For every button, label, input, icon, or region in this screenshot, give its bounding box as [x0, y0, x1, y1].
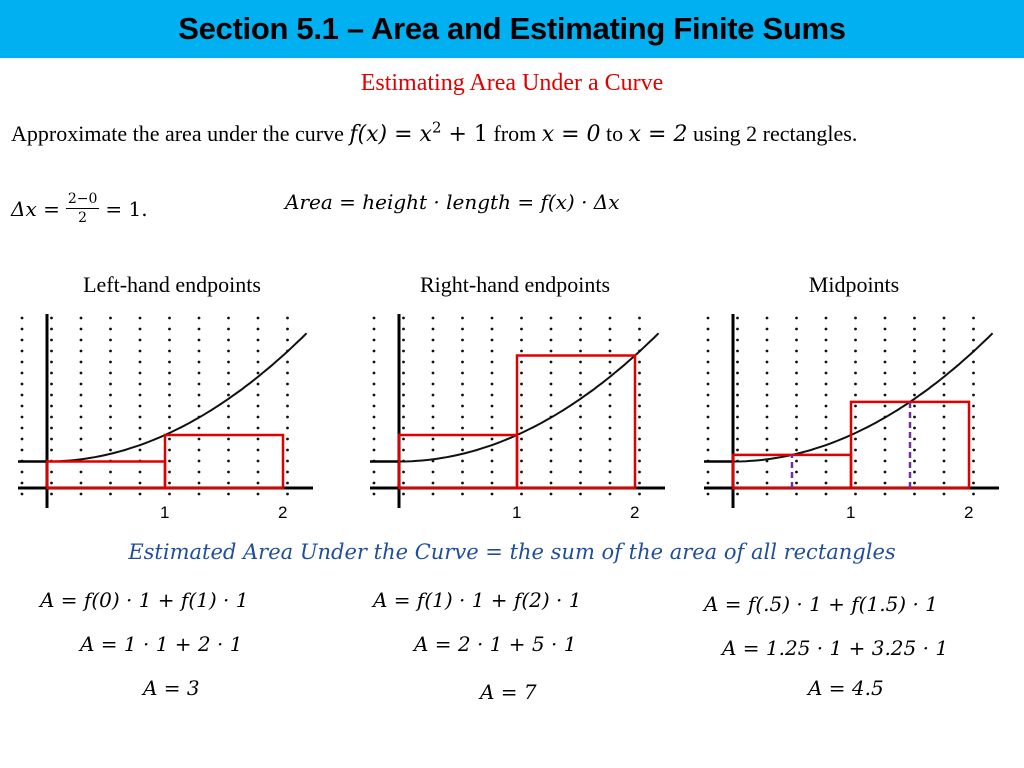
problem-text-start: Approximate the area under the curve: [11, 121, 350, 146]
tick-label-1: 1: [512, 503, 521, 522]
function-lhs: f(x) = x: [349, 122, 432, 147]
problem-statement: Approximate the area under the curve f(x…: [11, 118, 1011, 150]
function-exponent: 2: [431, 118, 442, 137]
curve: [399, 332, 660, 463]
problem-text-end: using 2 rectangles.: [687, 121, 858, 146]
right-eq-3: A = 7: [480, 680, 537, 704]
dot-grid: [706, 316, 975, 496]
tick-label-2: 2: [964, 503, 973, 522]
delta-rhs: = 1.: [105, 196, 148, 221]
function-rhs: + 1: [441, 122, 488, 147]
right-eq-2: A = 2 · 1 + 5 · 1: [414, 632, 577, 656]
mid-eq-2: A = 1.25 · 1 + 3.25 · 1: [722, 636, 949, 660]
left-eq-3: A = 3: [143, 676, 200, 700]
mid-eq-3: A = 4.5: [808, 676, 884, 700]
delta-numerator: 2−0: [65, 191, 100, 209]
tick-label-2: 2: [630, 503, 639, 522]
summary-statement: Estimated Area Under the Curve = the sum…: [128, 540, 896, 564]
heading-left: Left-hand endpoints: [83, 272, 261, 297]
delta-lhs: Δx =: [11, 196, 60, 221]
heading-right: Right-hand endpoints: [419, 272, 611, 297]
curve: [47, 332, 308, 463]
to-value: x = 2: [628, 122, 688, 147]
curve: [733, 332, 994, 463]
rectangle-1: [45, 460, 167, 490]
tick-label-2: 2: [278, 503, 287, 522]
subtitle: Estimating Area Under a Curve: [360, 70, 664, 96]
delta-fraction: 2−0 2: [65, 190, 100, 227]
dot-grid: [372, 316, 641, 496]
delta-denominator: 2: [78, 210, 88, 226]
delta-x-formula: Δx = 2−0 2 = 1.: [11, 190, 148, 227]
rectangle-2: [515, 354, 637, 490]
dot-grid: [20, 316, 289, 496]
to-word: to: [600, 121, 629, 146]
title-banner: Section 5.1 – Area and Estimating Finite…: [0, 0, 1024, 58]
from-word: from: [487, 121, 542, 146]
heading-mid: Midpoints: [808, 272, 900, 297]
left-eq-1: A = f(0) · 1 + f(1) · 1: [40, 588, 249, 612]
page-title: Section 5.1 – Area and Estimating Finite…: [178, 11, 846, 46]
rectangle-2: [163, 433, 285, 490]
tick-label-1: 1: [160, 503, 169, 522]
right-eq-1: A = f(1) · 1 + f(2) · 1: [373, 588, 582, 612]
left-eq-2: A = 1 · 1 + 2 · 1: [80, 632, 243, 656]
mid-eq-1: A = f(.5) · 1 + f(1.5) · 1: [704, 592, 938, 616]
from-value: x = 0: [541, 122, 601, 147]
area-formula: Area = height · length = f(x) · Δx: [285, 190, 620, 214]
tick-label-1: 1: [846, 503, 855, 522]
